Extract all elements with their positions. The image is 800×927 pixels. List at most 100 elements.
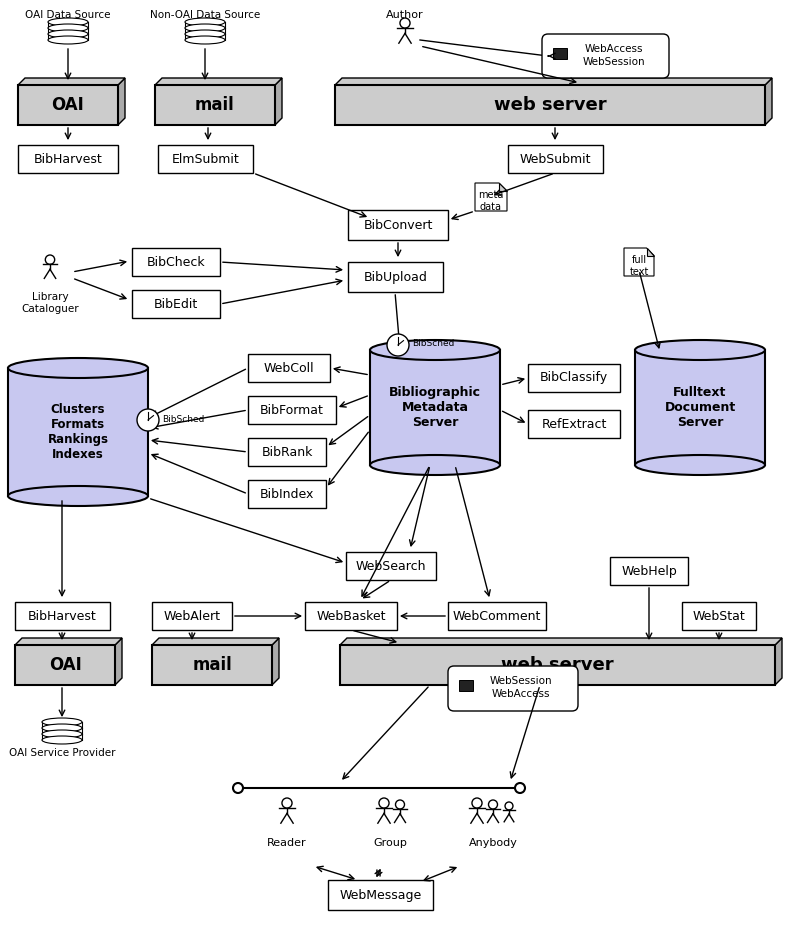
Bar [459,680,473,692]
Ellipse shape [48,30,88,38]
Bar [448,602,546,630]
Text: BibSched: BibSched [412,339,454,349]
Polygon shape [155,78,282,85]
Ellipse shape [185,30,225,38]
Text: OAI: OAI [49,656,82,674]
Ellipse shape [42,724,82,732]
Text: Library
Cataloguer: Library Cataloguer [21,292,79,313]
Bar [248,354,330,382]
Polygon shape [15,638,122,645]
Bar [158,145,253,173]
Bar [340,645,775,685]
Text: WebMessage: WebMessage [339,888,422,901]
Text: OAI Service Provider: OAI Service Provider [9,748,115,758]
Ellipse shape [185,36,225,44]
Text: Author: Author [386,10,424,20]
Bar [132,248,220,276]
Circle shape [489,800,498,809]
Polygon shape [272,638,279,685]
Bar [305,602,397,630]
Bar [335,85,765,125]
Polygon shape [475,183,507,211]
Bar [18,145,118,173]
Text: full
text: full text [630,255,649,276]
Ellipse shape [48,36,88,44]
Text: mail: mail [195,96,235,114]
Text: WebBasket: WebBasket [316,609,386,623]
Ellipse shape [635,455,765,475]
Text: BibClassify: BibClassify [540,372,608,385]
FancyBboxPatch shape [542,34,669,78]
Bar [328,880,433,910]
Text: ElmSubmit: ElmSubmit [172,153,239,166]
Bar [528,364,620,392]
Bar [248,438,326,466]
Polygon shape [775,638,782,685]
Circle shape [505,802,513,810]
Text: WebAlert: WebAlert [163,609,221,623]
Circle shape [46,255,54,264]
Text: BibHarvest: BibHarvest [28,609,97,623]
Text: WebStat: WebStat [693,609,746,623]
Text: WebSearch: WebSearch [356,560,426,573]
Text: WebAccess: WebAccess [492,690,550,700]
Text: meta
data: meta data [478,190,504,211]
Bar [528,410,620,438]
Text: RefExtract: RefExtract [542,417,606,430]
Bar [508,145,603,173]
Text: WebSession: WebSession [582,57,645,67]
Text: WebComment: WebComment [453,609,541,623]
Polygon shape [624,248,654,276]
Bar [132,290,220,318]
Bar [15,645,115,685]
Ellipse shape [185,24,225,32]
Ellipse shape [635,340,765,360]
Text: WebAccess: WebAccess [584,44,642,54]
Text: mail: mail [192,656,232,674]
Polygon shape [765,78,772,125]
Circle shape [137,409,159,431]
Text: Anybody: Anybody [469,838,518,848]
Text: Non-OAI Data Source: Non-OAI Data Source [150,10,260,20]
Ellipse shape [48,24,88,32]
Text: BibSched: BibSched [162,414,204,424]
Bar [610,557,688,585]
Text: WebSubmit: WebSubmit [520,153,591,166]
Bar [248,480,326,508]
Bar [682,602,756,630]
Bar [348,262,443,292]
Circle shape [282,798,292,808]
Bar [248,396,336,424]
Polygon shape [646,248,654,256]
Text: BibConvert: BibConvert [363,219,433,232]
Polygon shape [335,78,772,85]
Text: BibUpload: BibUpload [363,271,427,284]
Bar [553,48,567,59]
Polygon shape [499,183,507,191]
Text: WebColl: WebColl [264,362,314,375]
Bar [635,350,765,465]
Circle shape [387,334,409,356]
Ellipse shape [8,486,148,506]
Bar [152,602,232,630]
Text: BibRank: BibRank [262,446,313,459]
Text: WebHelp: WebHelp [621,565,677,578]
Bar [15,602,110,630]
Polygon shape [152,638,279,645]
Text: Clusters
Formats
Rankings
Indexes: Clusters Formats Rankings Indexes [47,403,109,461]
Circle shape [233,783,243,793]
Circle shape [379,798,389,808]
Text: BibCheck: BibCheck [146,256,206,269]
Ellipse shape [185,18,225,26]
Circle shape [400,18,410,28]
Text: BibEdit: BibEdit [154,298,198,311]
Circle shape [472,798,482,808]
Text: Bibliographic
Metadata
Server: Bibliographic Metadata Server [389,386,481,429]
Text: OAI: OAI [52,96,84,114]
Ellipse shape [42,736,82,744]
Bar [348,210,448,240]
Text: Group: Group [373,838,407,848]
Text: web server: web server [501,656,614,674]
Ellipse shape [370,340,500,360]
Text: BibFormat: BibFormat [260,403,324,416]
